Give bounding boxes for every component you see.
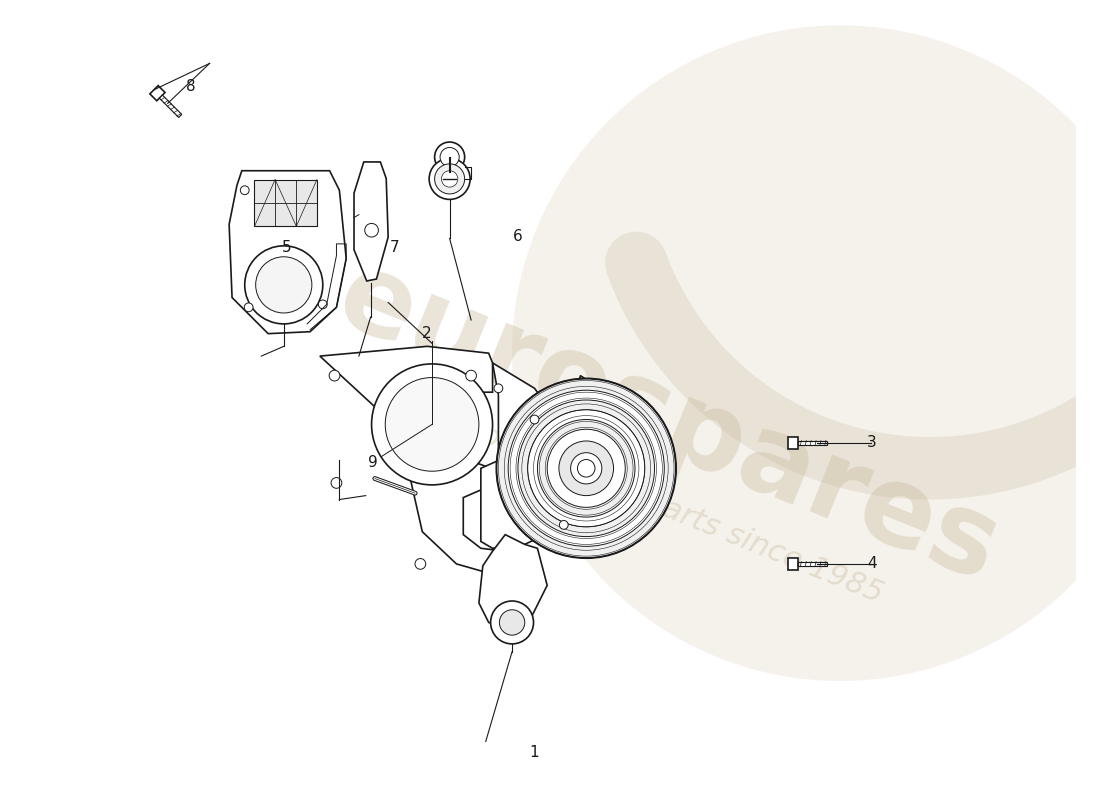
Circle shape: [559, 441, 614, 496]
Polygon shape: [160, 95, 182, 118]
Circle shape: [528, 410, 645, 527]
Circle shape: [513, 26, 1100, 681]
Text: 6: 6: [513, 229, 522, 243]
Circle shape: [365, 223, 378, 237]
Polygon shape: [478, 534, 547, 630]
Polygon shape: [354, 162, 388, 281]
Text: eurospares: eurospares: [322, 242, 1014, 605]
Circle shape: [385, 378, 478, 471]
Polygon shape: [789, 437, 797, 449]
Circle shape: [241, 186, 249, 194]
Circle shape: [329, 370, 340, 381]
Circle shape: [244, 303, 253, 312]
Circle shape: [499, 610, 525, 635]
Circle shape: [318, 300, 327, 309]
Polygon shape: [798, 562, 827, 566]
Polygon shape: [798, 441, 827, 445]
Circle shape: [571, 453, 602, 484]
Circle shape: [508, 390, 664, 546]
Circle shape: [244, 246, 322, 324]
Text: 3: 3: [867, 435, 877, 450]
Circle shape: [538, 419, 635, 517]
Text: a passion for parts since 1985: a passion for parts since 1985: [449, 410, 888, 609]
Text: 5: 5: [283, 240, 292, 255]
Circle shape: [331, 478, 342, 488]
Circle shape: [415, 558, 426, 570]
Polygon shape: [320, 346, 505, 574]
Circle shape: [465, 370, 476, 381]
Polygon shape: [789, 558, 797, 570]
Circle shape: [434, 164, 464, 194]
Circle shape: [579, 461, 594, 476]
Circle shape: [440, 147, 459, 166]
Polygon shape: [481, 363, 573, 548]
Text: 8: 8: [186, 78, 196, 94]
Circle shape: [518, 400, 654, 537]
Text: 2: 2: [422, 326, 431, 341]
Circle shape: [496, 378, 676, 558]
Circle shape: [560, 521, 569, 530]
Text: 1: 1: [529, 746, 539, 760]
Polygon shape: [229, 170, 346, 334]
Polygon shape: [254, 179, 317, 226]
Polygon shape: [150, 86, 165, 101]
Text: 7: 7: [389, 240, 399, 255]
Circle shape: [255, 257, 312, 313]
Circle shape: [578, 459, 595, 477]
Circle shape: [434, 142, 464, 172]
Text: 4: 4: [867, 557, 877, 571]
Text: 9: 9: [368, 455, 378, 470]
Circle shape: [547, 430, 625, 507]
Circle shape: [441, 170, 458, 187]
Circle shape: [372, 364, 493, 485]
Circle shape: [429, 158, 470, 199]
Circle shape: [494, 384, 503, 393]
Circle shape: [530, 415, 539, 424]
Circle shape: [491, 601, 534, 644]
